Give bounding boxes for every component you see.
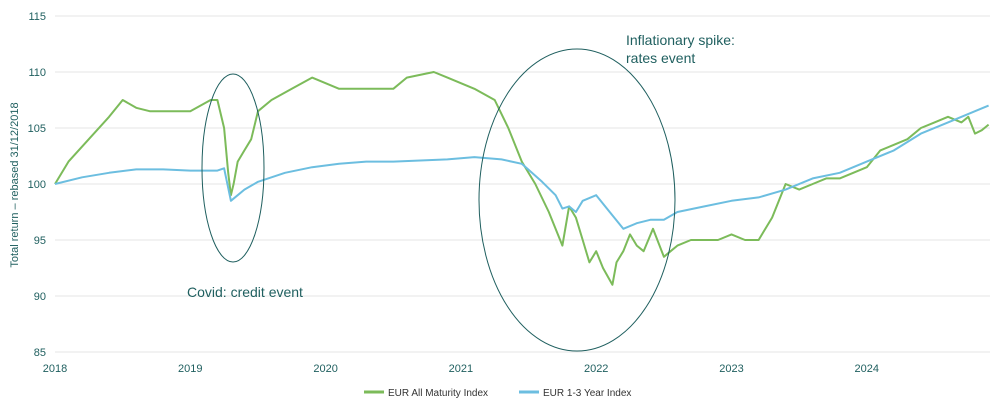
gridlines: [55, 15, 990, 353]
all-maturity-index-line: [54, 71, 990, 286]
inflation-annotation-line2: rates event: [626, 50, 695, 66]
covid-highlight-ellipse: [201, 73, 265, 263]
x-tick-label: 2022: [584, 363, 608, 375]
x-tick-label: 2019: [178, 363, 202, 375]
y-tick-label: 100: [28, 179, 46, 191]
y-axis-ticks: 85 90 95 100 105 110 115: [28, 11, 46, 359]
legend: EUR All Maturity Index EUR 1-3 Year Inde…: [364, 388, 631, 399]
inflation-annotation-line1: Inflationary spike:: [626, 32, 735, 48]
y-axis-label: Total return – rebased 31/12/2018: [9, 102, 21, 267]
legend-label-all-maturity: EUR All Maturity Index: [388, 388, 488, 399]
y-tick-label: 110: [28, 67, 46, 79]
x-tick-label: 2024: [855, 363, 879, 375]
y-tick-label: 90: [34, 291, 46, 303]
x-axis-ticks: 2018 2019 2020 2021 2022 2023 2024: [43, 363, 879, 375]
x-tick-label: 2023: [719, 363, 743, 375]
covid-annotation: Covid: credit event: [187, 284, 303, 300]
y-tick-label: 105: [28, 123, 46, 135]
x-tick-label: 2021: [449, 363, 473, 375]
x-tick-label: 2020: [313, 363, 337, 375]
inflation-highlight-ellipse: [478, 48, 676, 352]
y-tick-label: 85: [34, 347, 46, 359]
legend-label-1-3-year: EUR 1-3 Year Index: [543, 388, 631, 399]
x-tick-label: 2018: [43, 363, 67, 375]
series-lines: [54, 71, 990, 286]
y-tick-label: 95: [34, 235, 46, 247]
one-to-three-year-index-line: [54, 104, 989, 230]
y-tick-label: 115: [28, 11, 46, 23]
